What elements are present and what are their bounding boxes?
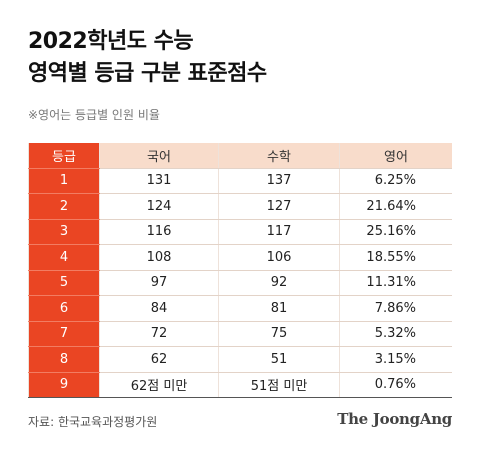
- score-cell: 72: [99, 321, 219, 347]
- score-cell: 131: [99, 168, 219, 194]
- score-cell: 106: [218, 244, 340, 271]
- score-cell: 108: [99, 244, 219, 271]
- score-cell: 75: [218, 321, 340, 347]
- score-cell: 62점 미만: [99, 372, 219, 398]
- grade-cell: 3: [28, 219, 100, 245]
- score-cell: 11.31%: [339, 270, 452, 296]
- grade-cell: 4: [28, 244, 100, 271]
- note: ※영어는 등급별 인원 비율: [28, 108, 160, 122]
- grade-cell: 5: [28, 270, 100, 296]
- grade-cell: 6: [28, 295, 100, 322]
- score-cell: 18.55%: [339, 244, 452, 271]
- table-row: 5 97 92 11.31%: [28, 270, 452, 296]
- header-row: 등급 국어 수학 영어: [28, 143, 452, 169]
- grade-cell: 2: [28, 193, 100, 220]
- table-head: 등급 국어 수학 영어: [28, 143, 452, 169]
- grade-cell: 1: [28, 168, 100, 194]
- score-cell: 127: [218, 193, 340, 220]
- score-cell: 6.25%: [339, 168, 452, 194]
- table-row: 6 84 81 7.86%: [28, 295, 452, 322]
- table-row: 3 116 117 25.16%: [28, 219, 452, 245]
- score-cell: 25.16%: [339, 219, 452, 245]
- column-header: 국어: [99, 143, 219, 169]
- table-row: 2 124 127 21.64%: [28, 193, 452, 220]
- source: 자료: 한국교육과정평가원: [28, 415, 158, 429]
- table-row: 4 108 106 18.55%: [28, 244, 452, 271]
- grade-cell: 9: [28, 372, 100, 398]
- score-cell: 117: [218, 219, 340, 245]
- column-header: 수학: [218, 143, 340, 169]
- grade-cell: 7: [28, 321, 100, 347]
- column-header: 등급: [28, 143, 100, 169]
- score-cell: 137: [218, 168, 340, 194]
- score-cell: 97: [99, 270, 219, 296]
- score-cell: 84: [99, 295, 219, 322]
- table-row: 9 62점 미만 51점 미만 0.76%: [28, 372, 452, 398]
- score-cell: 92: [218, 270, 340, 296]
- table-row: 8 62 51 3.15%: [28, 346, 452, 373]
- score-cell: 116: [99, 219, 219, 245]
- score-cell: 5.32%: [339, 321, 452, 347]
- title-line: 2022학년도 수능: [28, 29, 194, 54]
- column-header: 영어: [339, 143, 452, 169]
- table-row: 1 131 137 6.25%: [28, 168, 452, 194]
- score-cell: 7.86%: [339, 295, 452, 322]
- grade-cell: 8: [28, 346, 100, 373]
- score-cell: 3.15%: [339, 346, 452, 373]
- logo: The JoongAng: [337, 410, 452, 428]
- table-row: 7 72 75 5.32%: [28, 321, 452, 347]
- score-cell: 21.64%: [339, 193, 452, 220]
- score-cell: 62: [99, 346, 219, 373]
- score-cell: 51: [218, 346, 340, 373]
- score-cell: 51점 미만: [218, 372, 340, 398]
- title-line: 영역별 등급 구분 표준점수: [28, 61, 267, 86]
- title: 2022학년도 수능 영역별 등급 구분 표준점수: [28, 26, 267, 90]
- table-body: 1 131 137 6.25% 2 124 127 21.64% 3 116 117 25.16% 4 1…: [28, 168, 452, 398]
- score-table: 등급 국어 수학 영어 1 131 137 6.25% 2 124 127 21.64% 3 116 11…: [28, 143, 452, 398]
- score-cell: 124: [99, 193, 219, 220]
- score-cell: 0.76%: [339, 372, 452, 398]
- score-cell: 81: [218, 295, 340, 322]
